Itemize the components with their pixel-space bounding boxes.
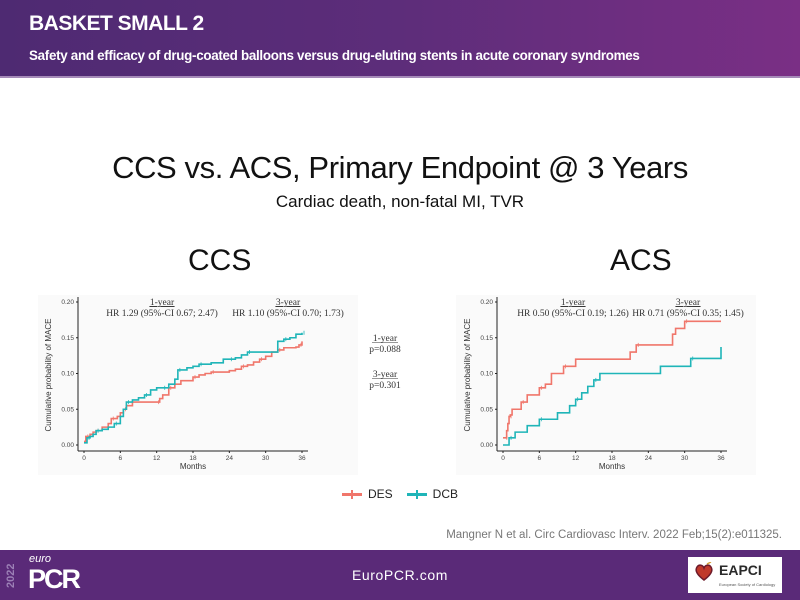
x-tick-label: 30 bbox=[681, 455, 689, 462]
x-tick-label: 18 bbox=[189, 455, 197, 462]
ccs-plot-bg bbox=[38, 295, 358, 475]
x-tick-label: 6 bbox=[538, 455, 542, 462]
x-tick-label: 0 bbox=[82, 455, 86, 462]
x-tick-label: 12 bbox=[153, 455, 161, 462]
x-tick-label: 18 bbox=[608, 455, 616, 462]
main-subtitle: Cardiac death, non-fatal MI, TVR bbox=[275, 192, 525, 211]
footer-url[interactable]: EuroPCR.com bbox=[351, 567, 449, 583]
heart-icon bbox=[695, 562, 713, 581]
logo-euro: euro bbox=[29, 553, 52, 565]
y-tick-label: 0.05 bbox=[61, 406, 74, 413]
slide-subtitle: Safety and efficacy of drug-coated ballo… bbox=[29, 48, 640, 63]
series-line-des bbox=[84, 341, 303, 443]
pvalue-text: p=0.088 bbox=[369, 345, 401, 355]
series-line-dcb bbox=[503, 347, 722, 446]
series-line-des bbox=[503, 320, 721, 439]
esc-name: European Society of Cardiology bbox=[719, 582, 776, 587]
legend-label-dcb: DCB bbox=[432, 487, 459, 501]
pvalue-heading: 1-year bbox=[373, 334, 398, 344]
panel-title-ccs: CCS bbox=[188, 244, 252, 277]
annotation-heading: 1-year bbox=[561, 298, 586, 308]
x-tick-label: 36 bbox=[717, 455, 725, 462]
x-tick-label: 6 bbox=[119, 455, 123, 462]
x-tick-label: 36 bbox=[298, 455, 306, 462]
annotation-hr: HR 1.10 (95%-CI 0.70; 1.73) bbox=[232, 308, 344, 319]
pvalue-text: p=0.301 bbox=[369, 381, 401, 391]
x-tick-label: 0 bbox=[501, 455, 505, 462]
y-tick-label: 0.10 bbox=[61, 371, 74, 378]
europcr-logo: PCR bbox=[28, 564, 81, 594]
y-tick-label: 0.20 bbox=[61, 299, 74, 306]
legend-item-dcb: DCB bbox=[406, 487, 459, 501]
ccs-chart: 0.00 0.05 0.10 0.15 0.20 0 6 12 18 24 30 36 Months Cu… bbox=[44, 297, 401, 471]
y-tick-label: 0.15 bbox=[480, 335, 493, 342]
slide-header: BASKET SMALL 2 Safety and efficacy of dr… bbox=[0, 0, 800, 78]
annotation-hr: HR 0.50 (95%-CI 0.19; 1.26) bbox=[517, 308, 629, 319]
y-tick-label: 0.10 bbox=[480, 371, 493, 378]
annotation-heading: 3-year bbox=[276, 298, 301, 308]
y-tick-label: 0.00 bbox=[480, 442, 493, 449]
legend-label-des: DES bbox=[367, 487, 393, 501]
eapci-logo: EAPCI European Society of Cardiology bbox=[688, 557, 782, 593]
x-tick-label: 30 bbox=[262, 455, 270, 462]
annotation-hr: HR 1.29 (95%-CI 0.67; 2.47) bbox=[106, 308, 218, 319]
legend-swatch-des bbox=[341, 489, 362, 499]
series-line-dcb bbox=[84, 332, 303, 444]
y-axis-label: Cumulative probability of MACE bbox=[463, 319, 472, 432]
y-tick-label: 0.20 bbox=[480, 299, 493, 306]
slide-footer: 2022 euro PCR EuroPCR.com bbox=[0, 550, 800, 600]
y-tick-label: 0.05 bbox=[480, 406, 493, 413]
annotation-heading: 3-year bbox=[676, 298, 701, 308]
citation: Mangner N et al. Circ Cardiovasc Interv.… bbox=[446, 529, 782, 541]
main-title: CCS vs. ACS, Primary Endpoint @ 3 Years bbox=[112, 150, 688, 185]
x-tick-label: 12 bbox=[572, 455, 580, 462]
x-tick-label: 24 bbox=[645, 455, 653, 462]
acs-chart: 0.00 0.05 0.10 0.15 0.20 0 6 12 18 24 30 36 Months Cu… bbox=[463, 297, 744, 471]
y-tick-label: 0.15 bbox=[61, 335, 74, 342]
x-axis-label: Months bbox=[599, 462, 625, 471]
pvalue-heading: 3-year bbox=[373, 370, 398, 380]
y-axis-label: Cumulative probability of MACE bbox=[44, 319, 53, 432]
eapci-name: EAPCI bbox=[719, 562, 762, 578]
y-tick-label: 0.00 bbox=[61, 442, 74, 449]
annotation-hr: HR 0.71 (95%-CI 0.35; 1.45) bbox=[632, 308, 744, 319]
x-axis-label: Months bbox=[180, 462, 206, 471]
legend-item-des: DES bbox=[341, 487, 393, 501]
annotation-heading: 1-year bbox=[150, 298, 175, 308]
legend: DES DCB bbox=[0, 487, 800, 501]
x-tick-label: 24 bbox=[226, 455, 234, 462]
legend-swatch-dcb bbox=[406, 489, 427, 499]
slide-title: BASKET SMALL 2 bbox=[29, 12, 204, 35]
panel-title-acs: ACS bbox=[610, 244, 672, 277]
